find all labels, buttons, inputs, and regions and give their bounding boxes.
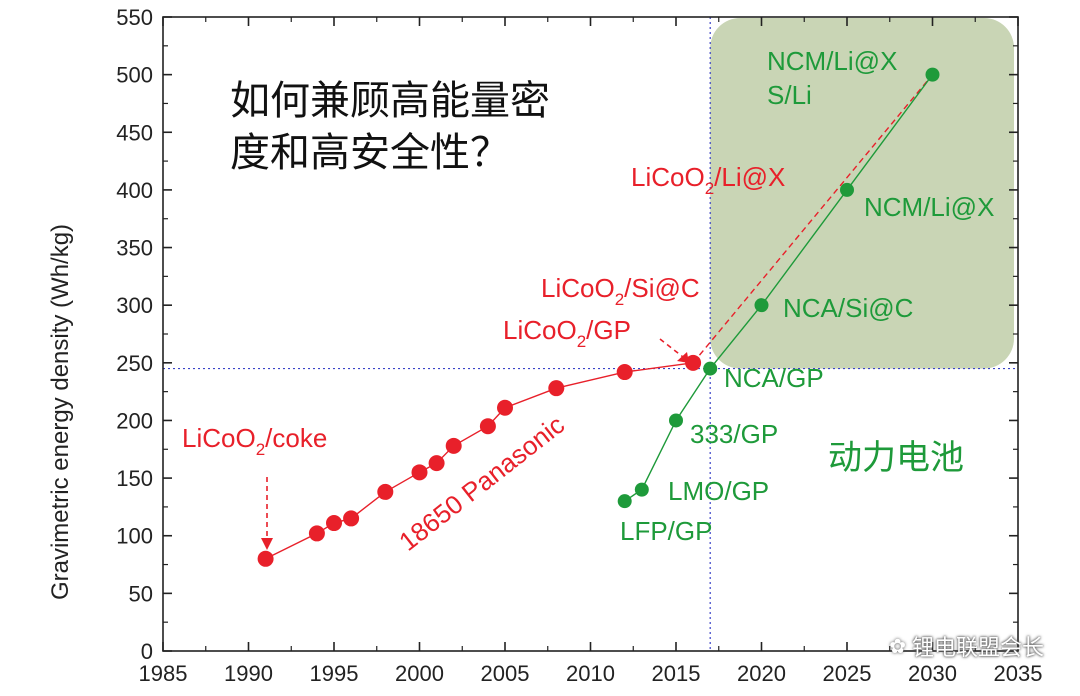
label-licoo2-gp: LiCoO2/GP bbox=[503, 315, 631, 351]
data-point-0-1 bbox=[308, 525, 325, 542]
x-tick-label: 1995 bbox=[310, 661, 359, 686]
series-projection-0 bbox=[692, 74, 934, 364]
x-tick-label: 2035 bbox=[994, 661, 1043, 686]
data-point-1-4 bbox=[754, 298, 769, 313]
data-point-0-8 bbox=[479, 418, 496, 435]
label-nca-gp: NCA/GP bbox=[724, 363, 824, 393]
highlight-region-layer bbox=[710, 18, 1014, 369]
y-tick-label: 50 bbox=[129, 581, 153, 606]
label-18650-panasonic: 18650 Panasonic bbox=[393, 409, 570, 556]
label-licoo2-sic: LiCoO2/Si@C bbox=[541, 273, 700, 309]
label-power-battery: 动力电池 bbox=[828, 438, 964, 478]
label-licoo2-coke: LiCoO2/coke bbox=[182, 423, 327, 459]
wechat-icon: ✿ bbox=[889, 634, 906, 658]
data-point-1-6 bbox=[925, 67, 940, 82]
x-tick-label: 2030 bbox=[908, 661, 957, 686]
data-point-0-6 bbox=[428, 455, 445, 472]
y-tick-label: 150 bbox=[116, 466, 153, 491]
series-points-layer bbox=[257, 67, 940, 567]
label-lmo-gp: LMO/GP bbox=[668, 476, 769, 506]
x-tick-label: 2015 bbox=[652, 661, 701, 686]
highlight-region bbox=[710, 18, 1014, 369]
label-licoo2-lix: LiCoO2/Li@X bbox=[631, 162, 785, 198]
data-point-0-3 bbox=[343, 510, 360, 527]
data-point-0-7 bbox=[445, 437, 462, 454]
y-tick-label: 300 bbox=[116, 293, 153, 318]
x-tick-label: 1985 bbox=[139, 661, 188, 686]
y-tick-label: 450 bbox=[116, 120, 153, 145]
data-point-0-11 bbox=[616, 364, 633, 381]
data-point-0-10 bbox=[548, 380, 565, 397]
question-line-1: 如何兼顾高能量密 bbox=[230, 78, 550, 124]
label-lfp-gp: LFP/GP bbox=[620, 516, 712, 546]
data-point-0-4 bbox=[377, 483, 394, 500]
label-s-li: S/Li bbox=[767, 80, 812, 110]
watermark: ✿ 锂电联盟会长 bbox=[889, 630, 1044, 662]
data-point-1-2 bbox=[669, 413, 683, 428]
y-tick-label: 250 bbox=[116, 351, 153, 376]
arrow-licoo2-coke bbox=[261, 477, 273, 550]
label-ncm-lix: NCM/Li@X bbox=[864, 192, 994, 222]
x-tick-label: 1990 bbox=[224, 661, 273, 686]
y-tick-label: 550 bbox=[116, 5, 153, 30]
reference-lines-layer bbox=[163, 17, 1018, 651]
label-ncm-lix-top: NCM/Li@X bbox=[767, 46, 897, 76]
y-tick-label: 350 bbox=[116, 236, 153, 261]
y-tick-label: 200 bbox=[116, 408, 153, 433]
data-point-0-2 bbox=[326, 515, 342, 532]
axes-layer: 0 50 100 150 200 250 300 350 400 450 500 550 1985 199… bbox=[116, 5, 1042, 686]
data-point-0-12 bbox=[685, 354, 702, 371]
data-point-1-5 bbox=[840, 182, 854, 197]
label-333-gp: 333/GP bbox=[690, 419, 778, 449]
y-tick-label: 500 bbox=[116, 63, 153, 88]
watermark-text: 锂电联盟会长 bbox=[911, 636, 1044, 661]
data-point-0-9 bbox=[497, 399, 513, 416]
x-tick-label: 2000 bbox=[395, 661, 444, 686]
y-tick-label: 0 bbox=[141, 639, 153, 664]
y-axis-label: Gravimetric energy density (Wh/kg) bbox=[47, 224, 74, 600]
arrow-licoo2-gp bbox=[659, 338, 689, 363]
data-point-1-3 bbox=[703, 361, 718, 376]
y-tick-label: 400 bbox=[116, 178, 153, 203]
data-point-1-1 bbox=[634, 482, 649, 497]
x-tick-label: 2005 bbox=[481, 661, 530, 686]
x-tick-label: 2025 bbox=[823, 661, 872, 686]
question-line-2: 度和高安全性？ bbox=[230, 130, 510, 176]
data-point-0-5 bbox=[411, 464, 428, 481]
data-point-1-0 bbox=[617, 494, 632, 509]
x-tick-label: 2010 bbox=[566, 661, 615, 686]
data-point-0-0 bbox=[257, 550, 274, 567]
y-tick-label: 100 bbox=[116, 524, 153, 549]
label-nca-sic: NCA/Si@C bbox=[783, 293, 913, 323]
x-tick-label: 2020 bbox=[737, 661, 786, 686]
